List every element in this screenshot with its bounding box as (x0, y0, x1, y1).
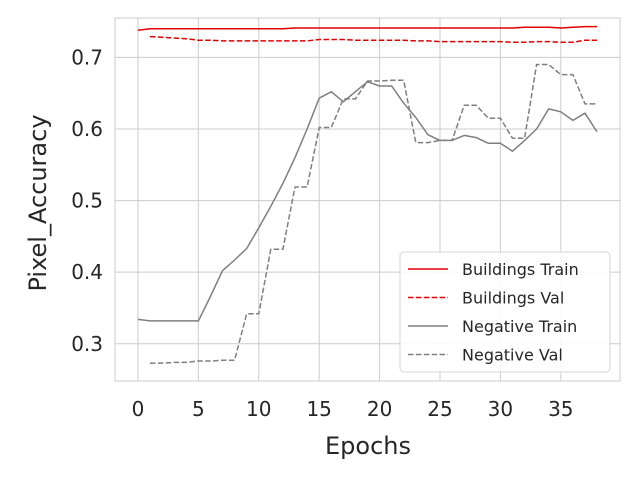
legend: Buildings Train Buildings Val Negative Tra… (399, 251, 611, 373)
x-tick-label: 25 (427, 397, 452, 421)
x-tick-label: 15 (306, 397, 331, 421)
legend-label: Buildings Train (462, 260, 579, 279)
x-tick-label: 35 (548, 397, 573, 421)
y-tick-label: 0.7 (71, 45, 103, 69)
legend-label: Negative Train (462, 317, 577, 336)
series-line-buildings-val (149, 35, 597, 44)
y-axis-label: Pixel_Accuracy (24, 114, 52, 291)
x-axis-label: Epochs (325, 432, 411, 460)
y-tick-label: 0.6 (71, 117, 103, 141)
x-tick-label: 20 (367, 397, 392, 421)
y-tick-label: 0.3 (71, 332, 103, 356)
x-tick-label: 5 (192, 397, 205, 421)
y-tick-label: 0.5 (71, 189, 103, 213)
series-line-buildings-train (137, 25, 597, 31)
legend-label: Buildings Val (462, 289, 564, 308)
tick-labels: 0 5 10 15 20 25 30 35 0.3 0.4 0.5 0.6 0.7 (71, 45, 573, 421)
y-tick-label: 0.4 (71, 260, 103, 284)
x-tick-label: 30 (488, 397, 513, 421)
x-tick-label: 10 (246, 397, 271, 421)
series-lines (137, 25, 598, 364)
series-line-negative-val (150, 63, 597, 364)
legend-label: Negative Val (462, 346, 563, 365)
x-tick-label: 0 (132, 397, 145, 421)
legend-box (399, 251, 611, 373)
